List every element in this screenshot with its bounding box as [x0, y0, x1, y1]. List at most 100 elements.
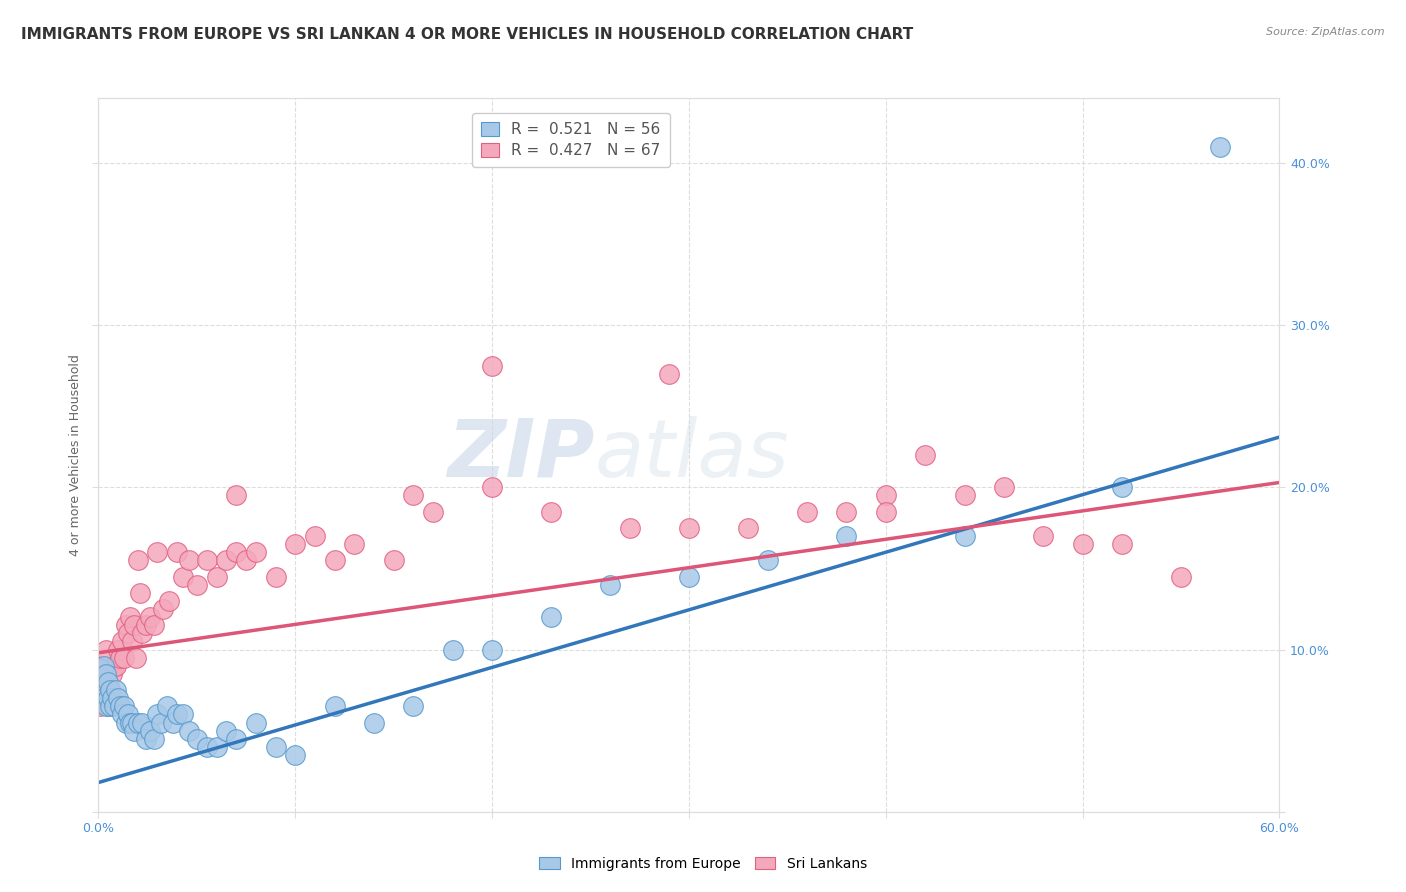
Point: [89, 699, 111, 714]
Point: [481, 642, 503, 657]
Point: [112, 699, 135, 714]
Point: [264, 569, 287, 583]
Point: [97, 675, 120, 690]
Point: [215, 723, 238, 738]
Text: IMMIGRANTS FROM EUROPE VS SRI LANKAN 4 OR MORE VEHICLES IN HOUSEHOLD CORRELATION: IMMIGRANTS FROM EUROPE VS SRI LANKAN 4 O…: [21, 27, 914, 42]
Point: [115, 618, 138, 632]
Point: [993, 480, 1015, 494]
Point: [105, 683, 128, 698]
Point: [96, 699, 118, 714]
Point: [953, 488, 976, 502]
Point: [107, 691, 129, 706]
Point: [152, 602, 174, 616]
Point: [225, 545, 247, 559]
Legend: Immigrants from Europe, Sri Lankans: Immigrants from Europe, Sri Lankans: [534, 851, 872, 876]
Point: [98, 683, 121, 698]
Point: [323, 553, 346, 567]
Point: [142, 618, 165, 632]
Point: [97, 691, 120, 706]
Point: [678, 521, 700, 535]
Point: [131, 626, 153, 640]
Point: [138, 723, 160, 738]
Point: [323, 699, 346, 714]
Point: [382, 553, 405, 567]
Point: [105, 658, 128, 673]
Point: [118, 715, 141, 730]
Point: [481, 480, 503, 494]
Point: [186, 731, 208, 746]
Text: ZIP: ZIP: [447, 416, 595, 494]
Point: [91, 658, 114, 673]
Point: [103, 699, 125, 714]
Point: [835, 529, 858, 543]
Point: [108, 650, 131, 665]
Point: [162, 715, 184, 730]
Point: [914, 448, 936, 462]
Point: [177, 723, 200, 738]
Point: [97, 675, 120, 690]
Point: [117, 707, 139, 722]
Point: [166, 545, 188, 559]
Point: [402, 488, 425, 502]
Point: [91, 683, 114, 698]
Point: [1071, 537, 1094, 551]
Point: [1209, 140, 1232, 154]
Point: [402, 699, 425, 714]
Text: atlas: atlas: [595, 416, 789, 494]
Point: [111, 707, 134, 722]
Point: [97, 699, 120, 714]
Point: [678, 569, 700, 583]
Point: [835, 505, 858, 519]
Point: [112, 650, 135, 665]
Point: [195, 553, 218, 567]
Point: [96, 642, 118, 657]
Point: [107, 642, 129, 657]
Point: [304, 529, 326, 543]
Point: [135, 618, 157, 632]
Point: [172, 707, 194, 722]
Point: [172, 569, 194, 583]
Point: [98, 699, 121, 714]
Point: [157, 594, 180, 608]
Point: [127, 715, 149, 730]
Point: [121, 715, 143, 730]
Point: [89, 662, 111, 676]
Point: [111, 634, 134, 648]
Text: Source: ZipAtlas.com: Source: ZipAtlas.com: [1267, 27, 1385, 37]
Point: [156, 699, 179, 714]
Point: [225, 488, 247, 502]
Point: [245, 715, 267, 730]
Point: [96, 666, 118, 681]
Point: [422, 505, 444, 519]
Point: [93, 658, 115, 673]
Point: [186, 577, 208, 591]
Point: [101, 666, 124, 681]
Point: [875, 488, 897, 502]
Point: [108, 699, 131, 714]
Point: [98, 683, 121, 698]
Point: [225, 731, 247, 746]
Point: [91, 672, 114, 686]
Point: [205, 739, 228, 754]
Point: [284, 747, 307, 762]
Point: [756, 553, 779, 567]
Point: [117, 626, 139, 640]
Point: [118, 610, 141, 624]
Point: [146, 707, 169, 722]
Point: [142, 731, 165, 746]
Point: [93, 666, 115, 681]
Point: [128, 586, 150, 600]
Point: [658, 367, 681, 381]
Point: [619, 521, 641, 535]
Point: [363, 715, 385, 730]
Point: [146, 545, 169, 559]
Point: [481, 359, 503, 373]
Point: [737, 521, 759, 535]
Point: [235, 553, 257, 567]
Point: [122, 618, 145, 632]
Point: [93, 691, 115, 706]
Point: [1111, 480, 1133, 494]
Point: [284, 537, 307, 551]
Point: [150, 715, 173, 730]
Point: [599, 577, 621, 591]
